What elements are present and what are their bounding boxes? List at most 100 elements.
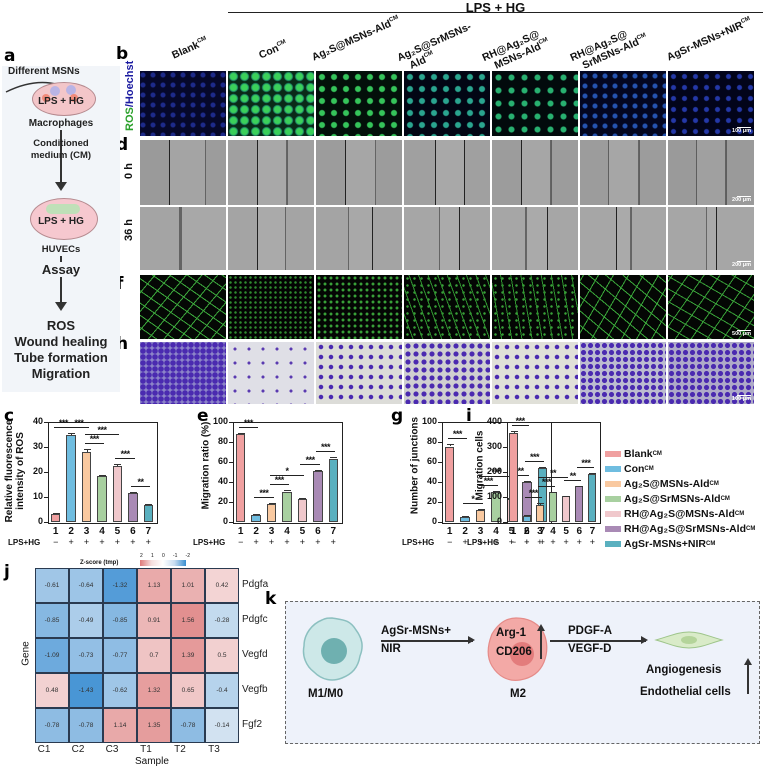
heatmap-row-label: Pdgfc <box>242 614 268 625</box>
arg1-label: Arg-1 <box>496 627 527 639</box>
lps-hg-sign: + <box>83 537 90 547</box>
y-tick-label: 80 <box>217 436 228 446</box>
y-tick-label: 20 <box>426 496 437 506</box>
legend-label: RH@Ag₂S@MSNs-Ald <box>624 508 735 520</box>
dish1-label: LPS + HG <box>38 96 84 107</box>
cell-dot <box>42 94 50 102</box>
significance-bracket <box>269 484 289 486</box>
heatmap-cell: -0.78 <box>171 708 205 743</box>
scale-bar-migration: 100 μm <box>732 395 751 402</box>
significance-stars: *** <box>452 429 463 440</box>
heatmap-row-label: Pdgfa <box>242 579 269 590</box>
x-tick-label: 4 <box>493 526 499 537</box>
legend-item: Con CM <box>605 463 654 475</box>
x-tick-label: 5 <box>299 526 306 537</box>
y-axis-label-line: intensity of ROS <box>15 432 26 510</box>
scale-bar-wound: 200 μm <box>732 196 751 203</box>
x-tick-label: 7 <box>539 526 546 537</box>
error-cap <box>129 491 137 493</box>
significance-bracket <box>115 457 135 459</box>
legend-label: Ag₂S@MSNs-Ald <box>624 478 710 490</box>
y-tick-mark <box>229 502 233 503</box>
column-label-rh-ag2s-srmsns-ald: RH@Ag₂S@ SrMSNs-AldCM <box>568 28 648 72</box>
significance-stars: *** <box>274 475 285 486</box>
y-tick-mark <box>438 502 442 503</box>
upregulation-arrow-icon <box>537 624 544 659</box>
lps-hg-sign: + <box>315 537 321 547</box>
significance-bracket <box>537 485 555 487</box>
arrow-down-icon <box>55 182 67 191</box>
panel-letter-g: g <box>391 406 404 426</box>
significance-bracket <box>238 427 259 429</box>
y-tick-label: 40 <box>217 476 228 486</box>
bar <box>588 473 597 522</box>
error-cap <box>299 497 307 499</box>
y-tick-mark <box>229 522 233 523</box>
error-cap <box>523 515 531 517</box>
y-tick-mark <box>503 422 507 423</box>
huvec-cells <box>46 204 80 214</box>
bar <box>444 446 455 522</box>
heatmap-cell: -0.61 <box>35 568 69 603</box>
y-tick-label: 0 <box>37 516 43 526</box>
significance-stars: *** <box>541 476 552 487</box>
panel-letter-b: b <box>116 44 129 64</box>
migration-image-rh-ag2s-srmsns <box>580 342 666 404</box>
x-tick-label: 6 <box>524 526 530 537</box>
bar <box>112 465 123 522</box>
heatmap-cell: -0.85 <box>103 603 137 638</box>
wound-36h-con <box>228 207 314 270</box>
bar <box>297 498 308 522</box>
bar <box>313 471 323 522</box>
y-tick-label: 100 <box>486 491 502 501</box>
ros-image-ag2s-srmsns <box>404 71 490 136</box>
legend-label: Con <box>624 463 645 475</box>
y-tick-label: 0 <box>222 516 228 526</box>
significance-stars: *** <box>581 458 591 469</box>
lps-hg-row-label: LPS+HG <box>467 538 500 547</box>
error-bar <box>513 430 515 433</box>
x-tick-label: 1 <box>510 526 517 537</box>
legend-superscript: CM <box>734 511 745 517</box>
y-tick-label: 80 <box>426 436 437 446</box>
y-tick-label: 10 <box>32 491 43 501</box>
panel-letter-a: a <box>4 46 16 66</box>
y-tick-mark <box>503 447 507 448</box>
heatmap-cell: -0.78 <box>35 708 69 743</box>
scale-bar-wound-36h: 200 μm <box>732 261 751 268</box>
significance-bracket <box>511 424 529 426</box>
y-tick-label: 60 <box>217 456 228 466</box>
lps-hg-sign: + <box>563 537 569 547</box>
lps-hg-sign: − <box>510 537 517 547</box>
error-cap <box>563 495 571 497</box>
significance-stars: ** <box>569 470 577 481</box>
heatmap-cell: 0.7 <box>137 638 171 673</box>
lps-hg-sign: + <box>68 537 74 547</box>
arrow-right-2 <box>550 637 648 643</box>
assay-tube-formation: Tube formation <box>14 350 108 365</box>
huvecs-label: HUVECs <box>41 244 81 255</box>
significance-bracket <box>53 427 74 428</box>
bar <box>235 434 246 522</box>
heatmap-col-label: T3 <box>208 744 220 755</box>
legend-item: RH@Ag₂S@MSNs-Ald CM <box>605 508 744 520</box>
x-tick-label: 4 <box>284 526 290 537</box>
y-axis-label-line: Number of junctions <box>409 416 421 515</box>
plot-area <box>507 422 601 524</box>
lps-hg-sign: + <box>576 537 582 547</box>
lps-hg-sign: + <box>524 537 530 547</box>
wound-36h-rh-ag2s-srmsns <box>580 207 666 270</box>
tube-image-blank <box>140 275 226 339</box>
cm-label-1: Conditioned <box>33 138 89 149</box>
heatmap-cell: 1.39 <box>171 638 205 673</box>
y-axis-label: Migration ratio (%) <box>201 406 212 526</box>
significance-bracket <box>478 476 514 478</box>
bar <box>128 492 138 522</box>
m2-label: M2 <box>510 688 526 700</box>
significance-bracket <box>84 443 104 444</box>
significance-bracket <box>524 461 545 463</box>
macrophages-label: Macrophages <box>28 118 94 129</box>
lps-hg-row-label: LPS+HG <box>193 538 226 547</box>
error-cap <box>589 473 597 475</box>
heatmap-row-label: Vegfd <box>242 649 268 660</box>
